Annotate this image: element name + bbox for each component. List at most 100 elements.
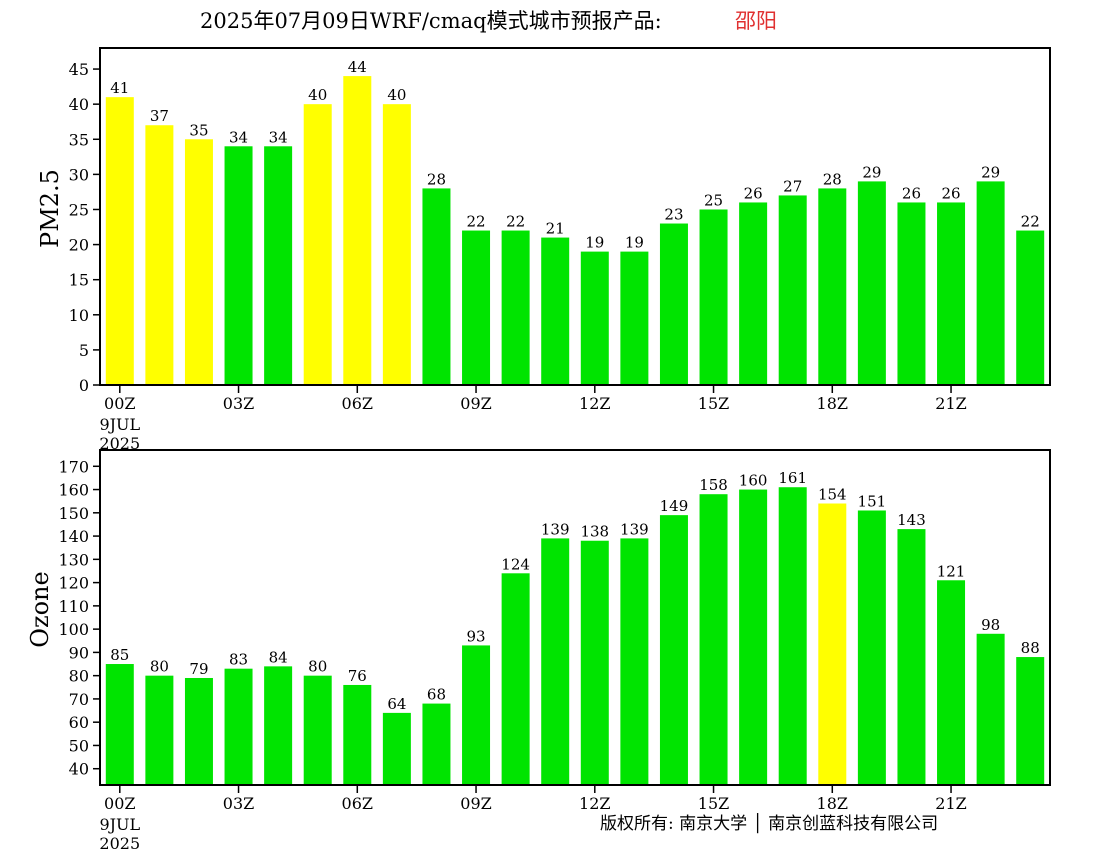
pm25-bar — [541, 237, 570, 384]
ozone-bar-value-label: 85 — [110, 646, 129, 664]
pm25-bar-value-label: 19 — [625, 234, 644, 252]
pm25-x-tick-label: 00Z — [104, 394, 135, 413]
pm25-x-date-label: 9JUL — [99, 415, 140, 434]
ozone-y-tick-label: 50 — [69, 736, 89, 755]
ozone-x-year-label: 2025 — [99, 834, 140, 850]
pm25-bar-value-label: 35 — [189, 121, 208, 139]
ozone-y-tick-label: 70 — [69, 690, 89, 709]
pm25-bar-value-label: 25 — [704, 191, 723, 209]
pm25-y-tick-label: 40 — [69, 95, 89, 114]
pm25-y-tick-label: 30 — [69, 165, 89, 184]
pm25-y-tick-label: 45 — [69, 60, 89, 79]
ozone-bar — [897, 529, 926, 784]
pm25-bar — [620, 251, 649, 384]
pm25-bar-value-label: 22 — [1021, 213, 1040, 231]
pm25-x-tick-label: 09Z — [460, 394, 491, 413]
pm25-bar — [1016, 230, 1045, 384]
pm25-x-year-label: 2025 — [99, 434, 140, 453]
ozone-bar-value-label: 151 — [858, 492, 887, 510]
pm25-bar-value-label: 22 — [506, 213, 525, 231]
pm25-bar — [818, 188, 847, 384]
pm25-bar — [501, 230, 530, 384]
ozone-y-axis-label: Ozone — [26, 571, 54, 647]
ozone-bar — [857, 510, 886, 784]
pm25-bar — [145, 125, 174, 385]
chart-title: 2025年07月09日WRF/cmaq模式城市预报产品: — [200, 9, 662, 33]
ozone-bar — [580, 540, 609, 784]
pm25-bar — [580, 251, 609, 384]
pm25-y-tick-label: 10 — [69, 306, 89, 325]
pm25-bar — [224, 146, 253, 384]
pm25-bar-value-label: 44 — [348, 58, 367, 76]
ozone-bar — [1016, 657, 1045, 784]
pm25-x-tick-label: 12Z — [579, 394, 610, 413]
pm25-bar — [976, 181, 1005, 384]
ozone-x-tick-label: 09Z — [460, 794, 491, 813]
ozone-bar-value-label: 80 — [308, 658, 327, 676]
ozone-bar-value-label: 121 — [937, 562, 966, 580]
ozone-bar-value-label: 158 — [699, 476, 728, 494]
ozone-bar-value-label: 84 — [269, 648, 288, 666]
pm25-bar — [462, 230, 491, 384]
pm25-bar — [303, 104, 332, 385]
pm25-bar-value-label: 40 — [308, 86, 327, 104]
pm25-bar — [264, 146, 293, 384]
pm25-plot-frame — [99, 47, 1051, 386]
pm25-bar-value-label: 29 — [862, 163, 881, 181]
pm25-bar — [343, 76, 372, 384]
ozone-bar-value-label: 76 — [348, 667, 367, 685]
pm25-y-tick-label: 5 — [79, 341, 89, 360]
ozone-x-tick-label: 06Z — [342, 794, 373, 813]
ozone-bar-value-label: 98 — [981, 616, 1000, 634]
pm25-bar — [897, 202, 926, 384]
ozone-bar — [778, 487, 807, 784]
pm25-bar — [105, 97, 134, 384]
pm25-bar — [937, 202, 966, 384]
ozone-bar — [541, 538, 570, 784]
ozone-x-tick-label: 00Z — [104, 794, 135, 813]
copyright-credit: 版权所有: 南京大学 │ 南京创蓝科技有限公司 — [600, 813, 938, 834]
ozone-bar-value-label: 154 — [818, 486, 847, 504]
ozone-bar-value-label: 138 — [580, 523, 609, 541]
pm25-bar-value-label: 26 — [941, 184, 960, 202]
pm25-bar — [659, 223, 688, 384]
pm25-bar — [778, 195, 807, 384]
pm25-bar-value-label: 26 — [902, 184, 921, 202]
pm25-y-tick-label: 0 — [79, 376, 89, 395]
ozone-bar — [224, 668, 253, 784]
pm25-y-tick-label: 25 — [69, 200, 89, 219]
ozone-bar-value-label: 79 — [189, 660, 208, 678]
ozone-y-tick-label: 150 — [58, 504, 89, 523]
ozone-y-tick-label: 130 — [58, 550, 89, 569]
ozone-bar-value-label: 68 — [427, 686, 446, 704]
pm25-y-tick-label: 20 — [69, 236, 89, 255]
pm25-bar-value-label: 23 — [664, 206, 683, 224]
ozone-y-tick-label: 140 — [58, 527, 89, 546]
ozone-y-tick-label: 90 — [69, 643, 89, 662]
ozone-y-tick-label: 40 — [69, 760, 89, 779]
pm25-y-tick-label: 15 — [69, 271, 89, 290]
ozone-bar — [620, 538, 649, 784]
pm25-bar — [184, 139, 213, 384]
ozone-x-tick-label: 21Z — [935, 794, 966, 813]
pm25-x-tick-label: 21Z — [935, 394, 966, 413]
pm25-bar-value-label: 28 — [427, 170, 446, 188]
pm25-bar-value-label: 19 — [585, 234, 604, 252]
ozone-bar — [462, 645, 491, 784]
pm25-bar-value-label: 28 — [823, 170, 842, 188]
pm25-bar-value-label: 37 — [150, 107, 169, 125]
ozone-bar — [303, 675, 332, 784]
pm25-x-tick-label: 18Z — [817, 394, 848, 413]
ozone-bar — [976, 633, 1005, 784]
chart-city-name: 邵阳 — [735, 9, 777, 33]
ozone-x-tick-label: 18Z — [817, 794, 848, 813]
ozone-bar — [343, 684, 372, 784]
ozone-bar — [699, 494, 728, 784]
ozone-x-date-label: 9JUL — [99, 815, 140, 834]
ozone-y-tick-label: 60 — [69, 713, 89, 732]
pm25-bar-value-label: 22 — [466, 213, 485, 231]
pm25-bar — [699, 209, 728, 384]
ozone-bar-value-label: 93 — [466, 627, 485, 645]
